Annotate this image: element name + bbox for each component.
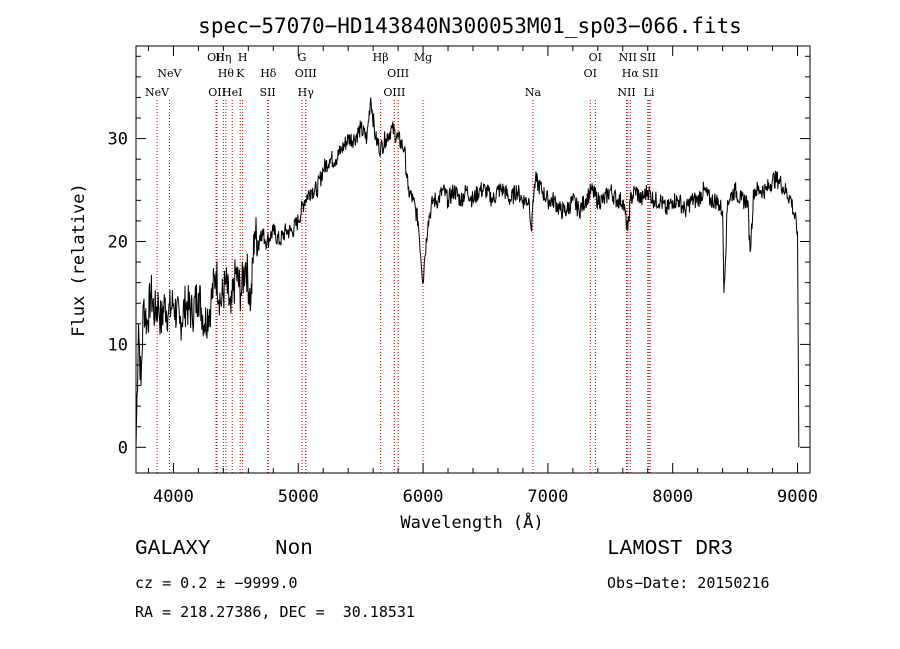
y-axis-ticks: 0 10 20 30 [108, 55, 810, 458]
line-label-9: SII [260, 86, 276, 99]
line-label-26: Li [644, 86, 655, 99]
line-label-14: Hβ [373, 51, 389, 64]
class-label: GALAXY [135, 538, 211, 561]
line-label-2: OII [207, 51, 225, 64]
y-axis-label: Flux (relative) [69, 183, 89, 337]
line-label-20: OI [584, 67, 597, 80]
spectrum-line [135, 97, 800, 448]
y-tick-label: 20 [108, 232, 128, 252]
line-label-11: G [298, 51, 307, 64]
x-axis-ticks: 4000 5000 6000 7000 8000 9000 [147, 46, 818, 507]
line-label-15: OIII [387, 67, 409, 80]
x-axis-label: Wavelength (Å) [400, 511, 543, 533]
x-tick-label: 4000 [153, 487, 194, 507]
line-label-1: NeV [157, 67, 182, 80]
line-label-25: SII [642, 67, 658, 80]
line-label-13: Hγ [298, 86, 315, 99]
redshift-text: cz = 0.2 ± −9999.0 [135, 574, 298, 592]
line-label-17: Mg [414, 51, 432, 64]
line-label-19: OI [589, 51, 602, 64]
line-label-0: NeV [145, 86, 170, 99]
line-label-8: K [236, 67, 245, 80]
survey-label: LAMOST DR3 [607, 538, 734, 561]
line-label-23: NII [617, 86, 635, 99]
line-label-16: OIII [383, 86, 405, 99]
line-label-3: OII [208, 86, 226, 99]
emission-line-labels: NeVNeVOIIOIIHηHθHeIHKSIIHδGOIIIHγHβOIIIO… [145, 51, 658, 99]
x-tick-label: 6000 [403, 487, 444, 507]
line-label-12: OIII [295, 67, 317, 80]
plot-frame [135, 45, 811, 474]
line-label-22: Hα [622, 67, 640, 80]
chart-title: spec−57070−HD143840N300053M01_sp03−066.f… [198, 14, 742, 38]
x-tick-label: 5000 [278, 487, 319, 507]
line-label-4: Hη [215, 51, 231, 64]
y-tick-label: 0 [118, 438, 128, 458]
line-label-18: Na [525, 86, 542, 99]
obs-date-text: Obs−Date: 20150216 [607, 574, 770, 592]
emission-line-markers [156, 100, 651, 473]
x-tick-label: 9000 [777, 487, 818, 507]
line-label-6: HeI [222, 86, 242, 99]
line-label-24: SII [640, 51, 656, 64]
subclass-label: Non [275, 538, 313, 561]
line-label-5: Hθ [218, 67, 235, 80]
line-label-7: H [238, 51, 248, 64]
line-label-21: NII [619, 51, 637, 64]
y-tick-label: 30 [108, 130, 128, 150]
line-label-10: Hδ [260, 67, 277, 80]
y-tick-label: 10 [108, 335, 128, 355]
x-tick-label: 8000 [652, 487, 693, 507]
coordinates-text: RA = 218.27386, DEC = 30.18531 [135, 603, 415, 621]
x-tick-label: 7000 [527, 487, 568, 507]
